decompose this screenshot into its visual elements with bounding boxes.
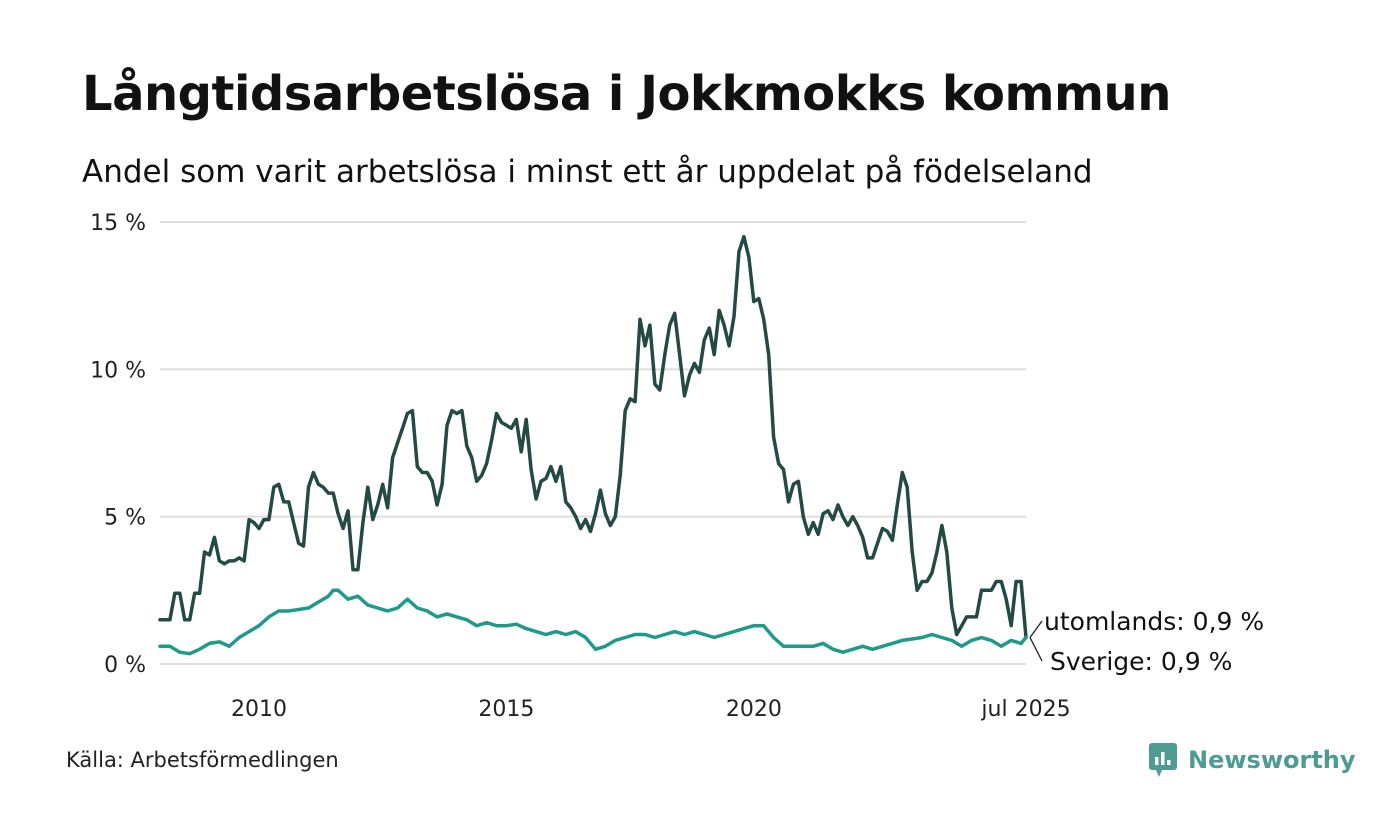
brand-name: Newsworthy [1188, 746, 1356, 774]
series-line-sverige [158, 588, 1028, 656]
chart-subtitle: Andel som varit arbetslösa i minst ett å… [82, 154, 1093, 190]
end-labels: utomlands: 0,9 % Sverige: 0,9 % [1029, 607, 1264, 676]
end-label-leader [1029, 637, 1043, 662]
end-label-leader [1029, 620, 1043, 638]
source-note: Källa: Arbetsförmedlingen [66, 748, 339, 772]
end-label-sverige: Sverige: 0,9 % [1050, 647, 1232, 676]
y-tick-label: 0 % [104, 653, 146, 678]
line-chart: 0 % 5 % 10 % 15 % 2010 2015 2020 jul 2025 utom… [90, 211, 1264, 722]
x-tick-label: jul 2025 [980, 697, 1070, 722]
end-label-utomlands: utomlands: 0,9 % [1044, 607, 1264, 636]
x-axis-ticks: 2010 2015 2020 jul 2025 [231, 697, 1071, 722]
chart-title: Långtidsarbetslösa i Jokkmokks kommun [82, 66, 1171, 122]
y-tick-label: 5 % [104, 506, 146, 531]
y-tick-label: 10 % [90, 358, 146, 383]
series-lines [158, 234, 1028, 656]
bar-chart-logo-icon [1149, 743, 1177, 777]
x-tick-label: 2010 [231, 697, 287, 722]
y-axis-ticks: 0 % 5 % 10 % 15 % [90, 211, 146, 678]
brand-logo: Newsworthy [1148, 742, 1356, 778]
y-tick-label: 15 % [90, 211, 146, 236]
gridlines [160, 221, 1026, 665]
x-tick-label: 2020 [726, 697, 782, 722]
x-tick-label: 2015 [478, 697, 534, 722]
series-line-utomlands [158, 234, 1028, 640]
